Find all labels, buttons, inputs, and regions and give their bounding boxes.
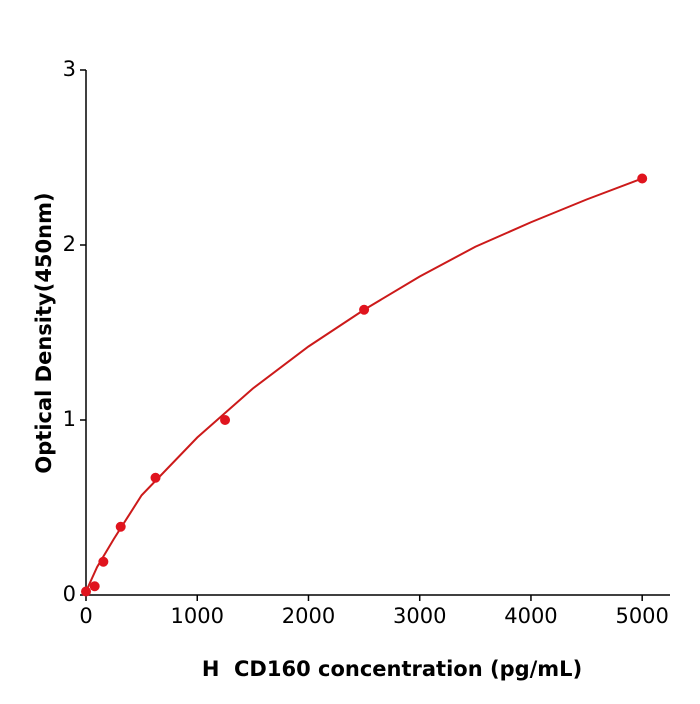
y-tick-label: 1	[63, 407, 76, 431]
data-point	[81, 586, 91, 597]
x-axis-label: H CD160 concentration (pg/mL)	[202, 657, 582, 681]
data-point	[115, 521, 126, 532]
x-tick-label: 1000	[171, 604, 224, 628]
data-point	[637, 173, 648, 184]
y-axis-label: Optical Density(450nm)	[32, 192, 56, 473]
x-tick-label: 3000	[393, 604, 446, 628]
data-point	[89, 581, 100, 592]
data-point	[150, 472, 161, 483]
fit-curve	[85, 177, 643, 592]
x-tick-label: 4000	[504, 604, 557, 628]
y-tick-label: 3	[63, 57, 76, 81]
x-tick-label: 5000	[615, 604, 668, 628]
data-point	[220, 415, 231, 425]
y-tick-label: 2	[63, 232, 76, 256]
data-point	[359, 304, 370, 315]
x-tick-label: 0	[79, 604, 92, 628]
data-point	[98, 556, 109, 567]
y-tick-label: 0	[63, 582, 76, 606]
x-tick-label: 2000	[282, 604, 335, 628]
